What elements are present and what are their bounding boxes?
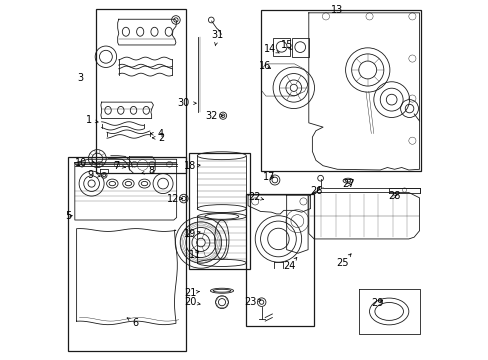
Text: 26: 26 bbox=[309, 186, 322, 197]
Text: 24: 24 bbox=[283, 257, 296, 271]
Text: 11: 11 bbox=[189, 250, 201, 260]
Text: 25: 25 bbox=[336, 254, 350, 268]
Text: 7: 7 bbox=[113, 161, 125, 171]
Bar bbox=[260, 10, 421, 171]
Text: 27: 27 bbox=[342, 179, 354, 189]
Text: 15: 15 bbox=[280, 40, 292, 50]
Text: 17: 17 bbox=[262, 172, 274, 182]
Text: 31: 31 bbox=[211, 30, 224, 46]
Text: 20: 20 bbox=[183, 297, 200, 307]
Bar bbox=[246, 194, 313, 327]
Text: 2: 2 bbox=[152, 133, 164, 143]
Text: 16: 16 bbox=[259, 61, 271, 71]
Text: 4: 4 bbox=[150, 129, 163, 139]
Text: 5: 5 bbox=[65, 211, 72, 221]
Text: 1: 1 bbox=[86, 115, 98, 125]
Text: 6: 6 bbox=[127, 318, 138, 328]
Bar bbox=[96, 9, 185, 173]
Text: 22: 22 bbox=[248, 192, 263, 202]
Bar bbox=[67, 157, 185, 351]
Text: 29: 29 bbox=[370, 298, 383, 308]
Text: 12: 12 bbox=[166, 194, 182, 203]
Text: 28: 28 bbox=[387, 191, 400, 201]
Text: 13: 13 bbox=[330, 5, 343, 15]
Bar bbox=[291, 38, 308, 57]
Text: 3: 3 bbox=[77, 73, 83, 83]
Bar bbox=[272, 38, 290, 56]
Text: 21: 21 bbox=[183, 288, 199, 297]
Text: 18: 18 bbox=[183, 161, 200, 171]
Text: 30: 30 bbox=[177, 98, 196, 108]
Text: 23: 23 bbox=[244, 297, 261, 307]
Text: 32: 32 bbox=[205, 111, 223, 121]
Bar bbox=[189, 153, 249, 269]
Text: 10: 10 bbox=[75, 158, 94, 168]
Text: 19: 19 bbox=[183, 229, 200, 239]
Text: 14: 14 bbox=[264, 44, 279, 54]
Text: 9: 9 bbox=[87, 170, 100, 180]
Text: 8: 8 bbox=[142, 166, 154, 176]
